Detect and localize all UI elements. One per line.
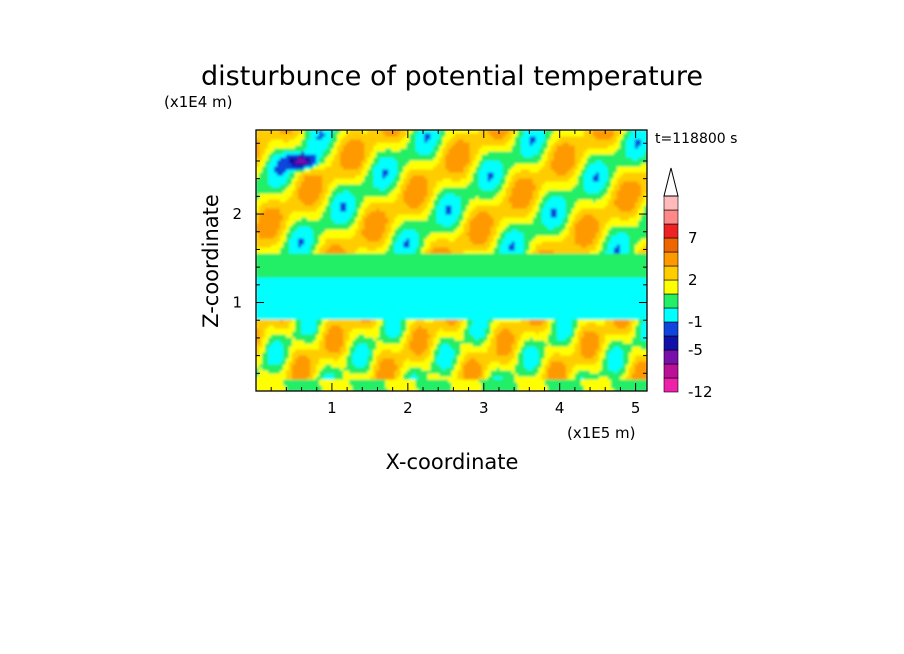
x-scale-label: (x1E5 m) — [567, 424, 636, 442]
colorbar-swatch — [663, 307, 679, 323]
colorbar-tick-label: 2 — [688, 271, 698, 289]
colorbar-swatch — [663, 265, 679, 281]
colorbar-swatch — [663, 363, 679, 379]
x-tick-label: 3 — [479, 399, 489, 417]
colorbar-swatch — [663, 335, 679, 351]
colorbar-tick-label: -5 — [688, 341, 703, 359]
x-tick-label: 1 — [327, 399, 337, 417]
colorbar-swatch — [663, 349, 679, 365]
colorbar-swatch — [663, 321, 679, 337]
colorbar-swatch — [663, 377, 679, 393]
x-axis-label: X-coordinate — [386, 450, 519, 474]
colorbar-swatch — [663, 251, 679, 267]
x-tick-label: 5 — [631, 399, 641, 417]
colorbar-tick-label: -1 — [688, 313, 703, 331]
time-label: t=118800 s — [655, 131, 737, 147]
colorbar-extend-arrow — [663, 167, 679, 197]
y-axis: 12 — [232, 142, 647, 374]
colorbar-swatch — [663, 195, 679, 211]
colorbar-tick-label: 7 — [688, 229, 698, 247]
x-tick-label: 4 — [555, 399, 565, 417]
colorbar-swatch — [663, 237, 679, 253]
contour-field — [256, 130, 647, 391]
colorbar: 7 2 -1 -5 -12 — [663, 167, 713, 401]
colorbar-tick-label: -12 — [688, 383, 713, 401]
colorbar-swatch — [663, 293, 679, 309]
x-tick-label: 2 — [403, 399, 413, 417]
colorbar-swatch — [663, 209, 679, 225]
y-scale-label: (x1E4 m) — [164, 93, 233, 111]
y-tick-label: 2 — [232, 205, 242, 223]
y-tick-label: 1 — [232, 294, 242, 312]
colorbar-swatch — [663, 279, 679, 295]
x-axis: 1 2 3 4 5 — [270, 130, 641, 417]
plot-frame — [255, 129, 648, 392]
colorbar-swatch — [663, 223, 679, 239]
y-axis-label: Z-coordinate — [199, 194, 223, 328]
chart-title: disturbunce of potential temperature — [201, 61, 703, 92]
